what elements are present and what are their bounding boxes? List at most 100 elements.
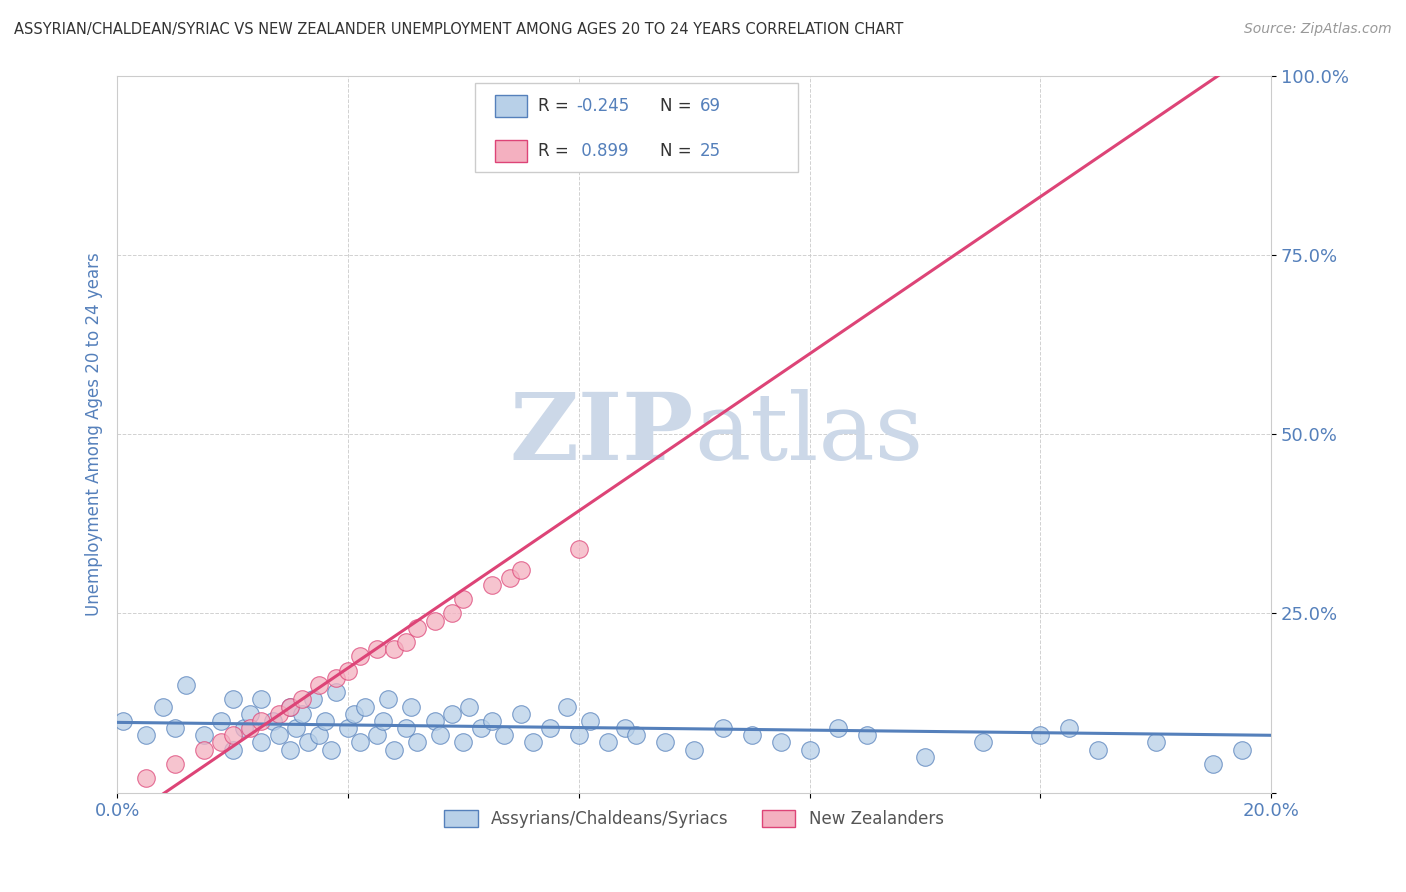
Point [354, 699, 377, 714]
Point [401, 699, 423, 714]
FancyBboxPatch shape [475, 83, 799, 172]
Point [382, 742, 405, 756]
Point [683, 742, 706, 756]
Point [377, 692, 399, 706]
Point [522, 735, 544, 749]
Point [221, 692, 243, 706]
Point [741, 728, 763, 742]
Text: N =: N = [659, 143, 696, 161]
Point [366, 642, 388, 657]
Point [423, 614, 446, 628]
Point [336, 664, 359, 678]
Text: Source: ZipAtlas.com: Source: ZipAtlas.com [1244, 22, 1392, 37]
Point [555, 699, 578, 714]
Text: R =: R = [538, 97, 575, 115]
Point [613, 721, 636, 735]
Point [152, 699, 174, 714]
Point [135, 772, 157, 786]
Point [308, 728, 330, 742]
Point [1057, 721, 1080, 735]
Point [319, 742, 342, 756]
Point [209, 735, 232, 749]
Point [654, 735, 676, 749]
Text: -0.245: -0.245 [576, 97, 630, 115]
Point [302, 692, 325, 706]
Point [221, 742, 243, 756]
Point [267, 706, 290, 721]
Point [568, 541, 591, 556]
Point [498, 570, 520, 584]
Text: 25: 25 [700, 143, 721, 161]
Point [453, 592, 475, 607]
Point [336, 721, 359, 735]
Text: R =: R = [538, 143, 575, 161]
Point [711, 721, 734, 735]
Point [239, 706, 262, 721]
Point [250, 692, 273, 706]
Point [510, 563, 533, 577]
Point [914, 749, 936, 764]
Point [163, 756, 186, 771]
Point [827, 721, 849, 735]
Point [538, 721, 561, 735]
Point [267, 728, 290, 742]
Text: ZIP: ZIP [510, 389, 695, 479]
Point [1087, 742, 1109, 756]
Point [470, 721, 492, 735]
Point [406, 621, 429, 635]
Point [278, 699, 301, 714]
Point [291, 706, 314, 721]
Text: 69: 69 [700, 97, 721, 115]
Point [626, 728, 648, 742]
Text: N =: N = [659, 97, 696, 115]
Point [440, 706, 463, 721]
Point [209, 714, 232, 728]
Point [429, 728, 451, 742]
Point [278, 699, 301, 714]
Bar [495, 140, 527, 161]
Point [856, 728, 879, 742]
Point [135, 728, 157, 742]
Text: 0.899: 0.899 [576, 143, 628, 161]
Point [366, 728, 388, 742]
Point [972, 735, 994, 749]
Y-axis label: Unemployment Among Ages 20 to 24 years: Unemployment Among Ages 20 to 24 years [86, 252, 103, 616]
Point [440, 607, 463, 621]
Point [596, 735, 619, 749]
Point [371, 714, 394, 728]
Point [278, 742, 301, 756]
Point [163, 721, 186, 735]
Point [349, 649, 371, 664]
Point [510, 706, 533, 721]
Point [458, 699, 481, 714]
Point [314, 714, 336, 728]
Point [481, 714, 503, 728]
Point [579, 714, 602, 728]
Point [250, 714, 273, 728]
Point [193, 742, 215, 756]
Point [250, 735, 273, 749]
Point [1144, 735, 1167, 749]
Point [233, 721, 256, 735]
Point [221, 728, 243, 742]
Bar [495, 95, 527, 117]
Point [239, 721, 262, 735]
Point [325, 685, 347, 699]
Point [1029, 728, 1052, 742]
Point [382, 642, 405, 657]
Point [111, 714, 134, 728]
Point [1202, 756, 1225, 771]
Point [769, 735, 792, 749]
Point [343, 706, 366, 721]
Point [291, 692, 314, 706]
Legend: Assyrians/Chaldeans/Syriacs, New Zealanders: Assyrians/Chaldeans/Syriacs, New Zealand… [437, 803, 950, 835]
Point [262, 714, 284, 728]
Point [325, 671, 347, 685]
Point [799, 742, 821, 756]
Point [349, 735, 371, 749]
Point [395, 635, 418, 649]
Point [176, 678, 198, 692]
Point [492, 728, 515, 742]
Point [453, 735, 475, 749]
Point [568, 728, 591, 742]
